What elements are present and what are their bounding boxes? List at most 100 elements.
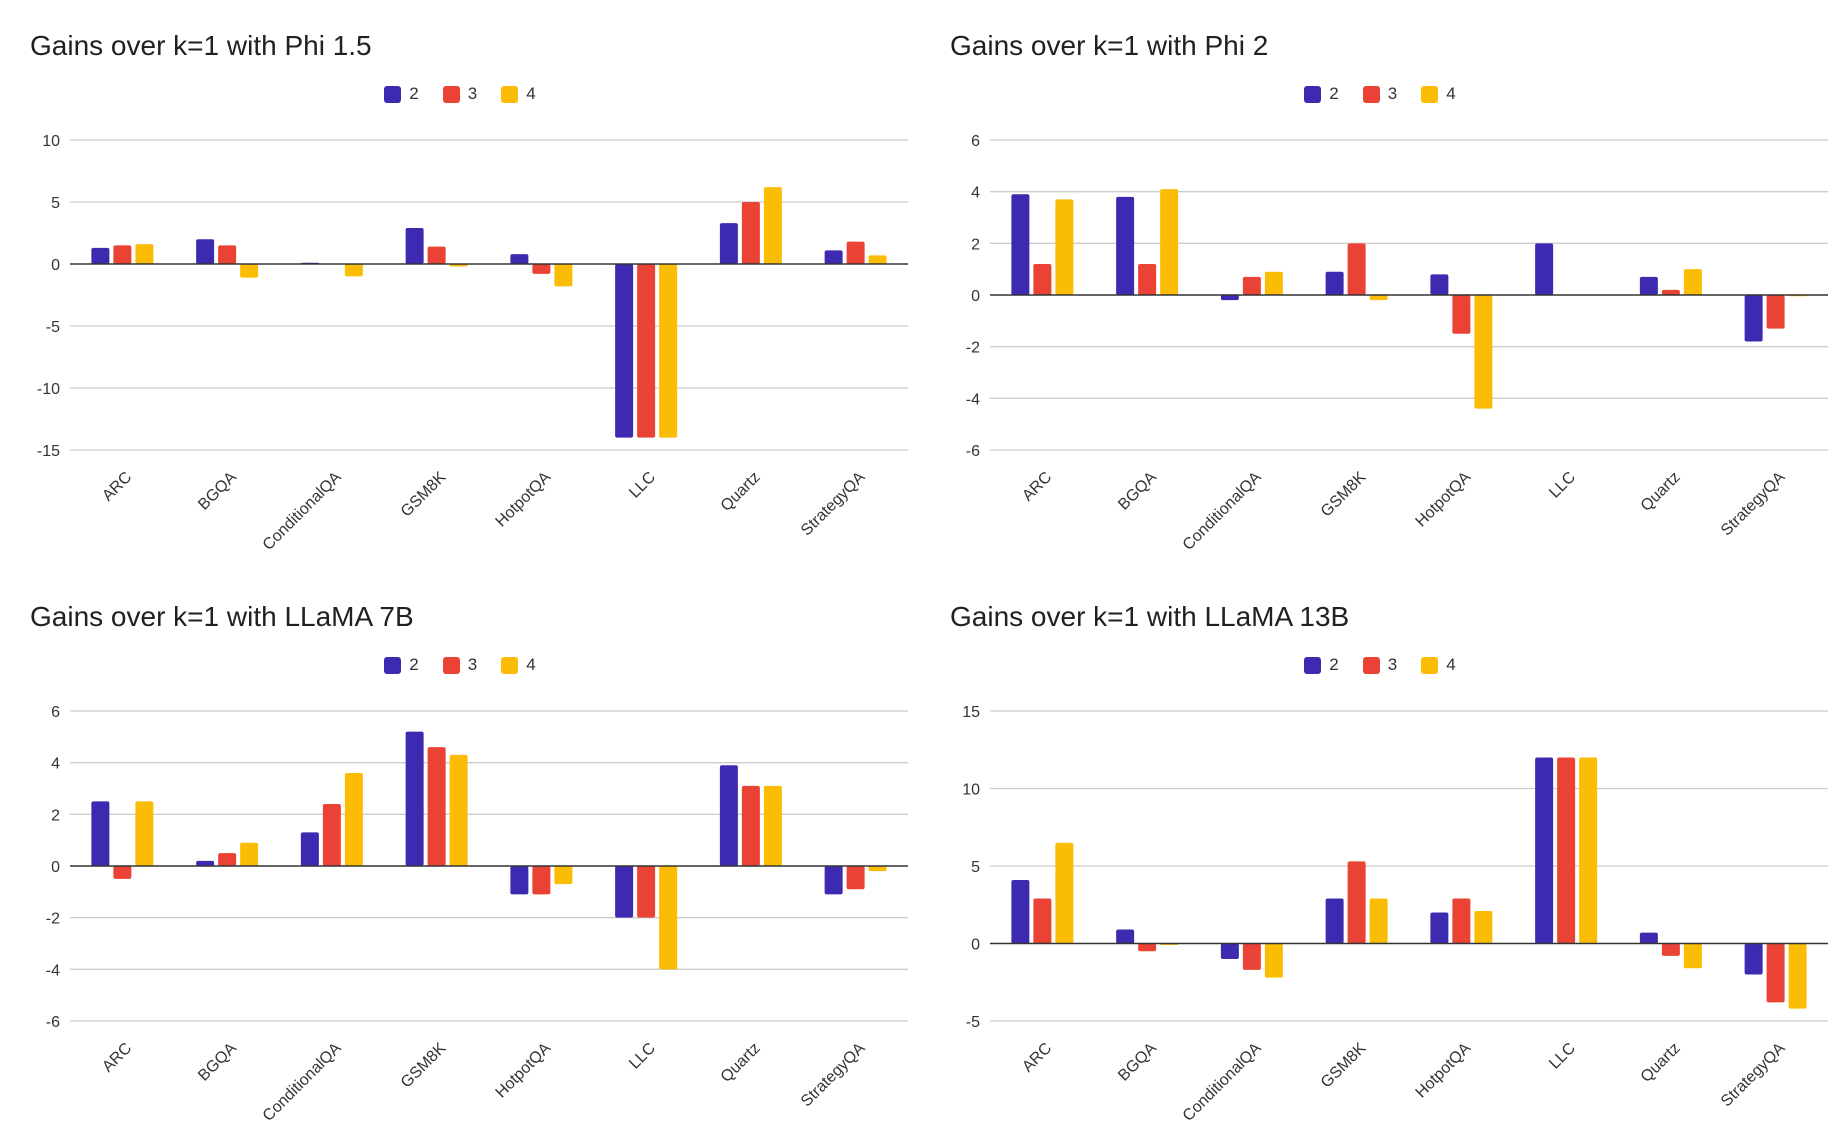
bar-ARC-3 xyxy=(113,245,132,264)
bar-StrategyQA-3 xyxy=(846,241,865,264)
y-tick-label: -6 xyxy=(966,443,980,460)
bar-GSM8K-4 xyxy=(1369,898,1388,944)
y-tick-label: 6 xyxy=(51,704,60,721)
x-tick-label: BGQA xyxy=(195,1040,240,1085)
x-tick-label: ConditionalQA xyxy=(1180,469,1265,554)
legend-swatch-2 xyxy=(384,656,402,674)
bar-ARC-4 xyxy=(135,244,154,264)
bar-HotpotQA-4 xyxy=(554,264,573,287)
bar-ARC-3 xyxy=(1033,264,1052,295)
x-tick-label: BGQA xyxy=(195,469,240,514)
y-tick-label: 2 xyxy=(971,236,980,253)
y-tick-label: 0 xyxy=(51,859,60,876)
legend-item-4: 4 xyxy=(501,655,536,675)
legend-label: 2 xyxy=(409,655,419,674)
bar-ConditionalQA-4 xyxy=(1264,271,1283,295)
chart-title: Gains over k=1 with Phi 1.5 xyxy=(30,30,372,61)
legend-label: 2 xyxy=(1329,84,1339,103)
legend-item-2: 2 xyxy=(384,655,419,675)
bar-chart-svg: -5 0 5 10 15 ARC BGQA ConditionalQA GSM8K HotpotQ… xyxy=(962,704,1828,1125)
legend-swatch-3 xyxy=(442,85,460,103)
bar-LLC-2 xyxy=(615,866,634,918)
chart-panel-phi-2: Gains over k=1 with Phi 2 2 3 4 -6 -4 -2 0 2… xyxy=(920,0,1840,571)
chart-title: Gains over k=1 with LLaMA 13B xyxy=(950,601,1350,632)
bar-ConditionalQA-2 xyxy=(1220,943,1239,959)
chart-legend: 2 3 4 xyxy=(0,84,920,104)
x-tick-label: LLC xyxy=(626,469,659,502)
y-tick-label: 6 xyxy=(971,133,980,150)
bar-GSM8K-4 xyxy=(1369,295,1388,301)
bar-ConditionalQA-4 xyxy=(344,773,363,866)
y-tick-label: -4 xyxy=(46,962,60,979)
bar-ConditionalQA-3 xyxy=(1242,276,1261,295)
bar-GSM8K-3 xyxy=(427,747,446,866)
legend-swatch-4 xyxy=(1421,85,1439,103)
bar-StrategyQA-4 xyxy=(868,866,887,872)
x-tick-label: StrategyQA xyxy=(798,1040,869,1111)
bar-HotpotQA-2 xyxy=(510,866,529,895)
y-tick-label: 4 xyxy=(51,756,60,773)
bar-Quartz-2 xyxy=(719,223,738,264)
bar-Quartz-4 xyxy=(1683,269,1702,295)
x-tick-label: Quartz xyxy=(1638,469,1684,515)
bar-ConditionalQA-4 xyxy=(344,264,363,277)
bar-Quartz-4 xyxy=(1683,943,1702,969)
y-tick-label: 2 xyxy=(51,807,60,824)
bar-Quartz-4 xyxy=(763,187,782,264)
x-tick-label: GSM8K xyxy=(398,469,450,521)
bar-StrategyQA-4 xyxy=(868,255,887,264)
legend-item-3: 3 xyxy=(1362,655,1397,675)
y-tick-label: 0 xyxy=(51,257,60,274)
bar-StrategyQA-4 xyxy=(1788,943,1807,1009)
bar-LLC-2 xyxy=(1535,757,1554,944)
chart-legend: 2 3 4 xyxy=(0,655,920,675)
bar-BGQA-3 xyxy=(1138,943,1157,952)
bar-chart-svg: -6 -4 -2 0 2 4 6 ARC BGQA ConditionalQA GSM8K Hotpo… xyxy=(966,133,1828,554)
y-tick-label: -10 xyxy=(37,381,60,398)
bar-HotpotQA-2 xyxy=(510,254,529,264)
bar-StrategyQA-2 xyxy=(824,250,843,264)
bar-ARC-3 xyxy=(1033,898,1052,944)
x-tick-label: HotpotQA xyxy=(1412,1040,1474,1102)
y-tick-label: -5 xyxy=(966,1014,980,1031)
legend-label: 4 xyxy=(1446,84,1456,103)
legend-swatch-2 xyxy=(384,85,402,103)
bar-LLC-2 xyxy=(615,264,634,438)
bar-HotpotQA-3 xyxy=(1452,898,1471,944)
legend-swatch-4 xyxy=(501,656,519,674)
x-tick-label: Quartz xyxy=(1638,1040,1684,1086)
bar-ARC-2 xyxy=(91,247,110,264)
bar-GSM8K-3 xyxy=(1347,861,1366,944)
bar-HotpotQA-4 xyxy=(1474,295,1493,409)
legend-swatch-3 xyxy=(1362,85,1380,103)
bar-LLC-3 xyxy=(637,866,656,918)
x-tick-label: StrategyQA xyxy=(1718,469,1789,540)
y-tick-label: -2 xyxy=(966,340,980,357)
legend-swatch-4 xyxy=(501,85,519,103)
bar-StrategyQA-2 xyxy=(1744,943,1763,975)
y-tick-label: 10 xyxy=(962,782,980,799)
bar-GSM8K-2 xyxy=(405,228,424,264)
legend-swatch-2 xyxy=(1304,85,1322,103)
y-tick-label: -2 xyxy=(46,911,60,928)
bar-Quartz-2 xyxy=(1639,276,1658,295)
y-tick-label: 0 xyxy=(971,288,980,305)
x-tick-label: GSM8K xyxy=(1318,1040,1370,1092)
legend-item-2: 2 xyxy=(1304,655,1339,675)
x-tick-label: ConditionalQA xyxy=(260,1040,345,1125)
bar-ARC-4 xyxy=(1055,199,1074,295)
bar-BGQA-2 xyxy=(1116,929,1135,944)
legend-item-3: 3 xyxy=(1362,84,1397,104)
x-tick-label: ConditionalQA xyxy=(1180,1040,1265,1125)
y-tick-label: 10 xyxy=(42,133,60,150)
y-tick-label: -15 xyxy=(37,443,60,460)
bar-LLC-3 xyxy=(1557,757,1576,944)
bar-Quartz-3 xyxy=(1661,289,1680,295)
legend-item-2: 2 xyxy=(1304,84,1339,104)
bar-GSM8K-2 xyxy=(1325,898,1344,944)
bar-Quartz-3 xyxy=(1661,943,1680,956)
bar-ARC-2 xyxy=(1011,879,1030,944)
y-tick-label: 4 xyxy=(971,185,980,202)
bar-Quartz-3 xyxy=(741,202,760,264)
x-tick-label: BGQA xyxy=(1115,1040,1160,1085)
